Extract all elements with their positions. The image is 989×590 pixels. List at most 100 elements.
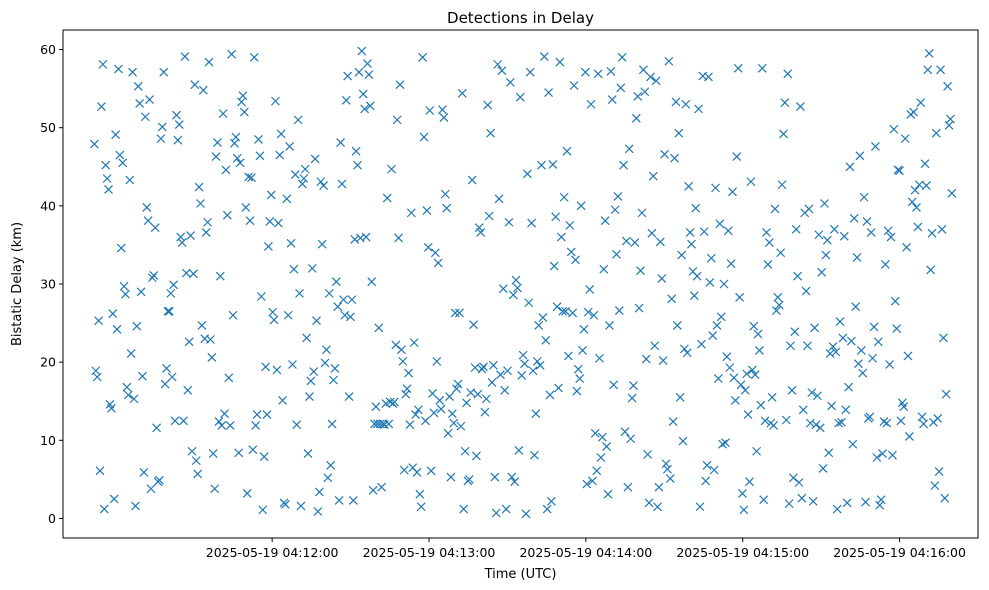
data-point — [353, 160, 362, 170]
data-point — [169, 280, 179, 290]
y-axis-ticks: 0 10 20 30 40 50 60 — [40, 42, 63, 526]
data-point — [108, 309, 118, 319]
data-point — [763, 260, 773, 269]
data-point — [600, 216, 610, 226]
data-point — [377, 482, 387, 492]
data-point — [771, 306, 781, 315]
data-point — [780, 98, 790, 108]
data-point — [607, 95, 617, 104]
data-point — [447, 409, 457, 419]
data-point — [133, 81, 143, 91]
data-point — [616, 83, 626, 93]
data-point — [450, 308, 460, 318]
data-point — [808, 496, 818, 506]
data-point — [624, 144, 634, 154]
data-point — [457, 88, 467, 98]
data-point — [838, 333, 848, 343]
data-point — [439, 113, 449, 122]
data-point — [641, 354, 651, 364]
data-point — [568, 308, 578, 318]
data-point — [691, 203, 701, 213]
data-point — [471, 451, 481, 461]
data-point — [555, 57, 565, 67]
data-point — [480, 407, 490, 417]
data-point — [794, 478, 804, 487]
data-point — [496, 370, 505, 380]
data-point — [391, 340, 401, 350]
data-point — [572, 386, 582, 396]
data-point — [486, 128, 495, 138]
data-point — [514, 446, 524, 455]
data-point — [106, 403, 116, 413]
data-point — [752, 446, 762, 456]
data-point — [735, 292, 745, 302]
data-point — [203, 217, 212, 227]
data-point — [297, 179, 307, 189]
data-point — [852, 253, 862, 262]
data-point — [640, 87, 650, 97]
data-point — [694, 104, 703, 114]
data-point — [585, 285, 595, 294]
data-point — [650, 341, 660, 351]
data-point — [249, 52, 259, 62]
data-point — [467, 175, 477, 185]
data-point — [245, 216, 255, 226]
data-point — [392, 115, 402, 125]
data-point — [259, 452, 269, 462]
data-point — [820, 199, 829, 208]
data-point — [627, 393, 637, 403]
data-point — [947, 188, 957, 198]
data-point — [544, 88, 554, 97]
data-point — [706, 253, 716, 263]
data-point — [764, 238, 774, 248]
data-point — [191, 456, 201, 466]
data-point — [787, 385, 797, 395]
data-point — [586, 99, 596, 109]
data-point — [423, 242, 433, 252]
y-axis-label: Bistatic Delay (km) — [10, 222, 25, 346]
data-point — [455, 308, 464, 318]
data-point — [511, 275, 521, 285]
data-point — [433, 258, 443, 268]
data-point — [517, 371, 527, 380]
data-point — [829, 224, 839, 234]
data-point — [716, 312, 726, 322]
data-point — [428, 388, 437, 398]
data-point — [217, 421, 227, 430]
data-point — [176, 232, 186, 242]
data-point — [793, 271, 803, 281]
plot-frame — [62, 29, 979, 539]
data-point — [546, 496, 556, 506]
data-point — [316, 177, 326, 187]
data-point — [530, 450, 539, 460]
data-point — [899, 402, 909, 412]
data-point — [559, 192, 569, 202]
data-point — [732, 152, 742, 162]
data-point — [198, 85, 208, 95]
data-point — [466, 388, 476, 398]
data-point — [834, 418, 844, 428]
data-point — [946, 114, 955, 124]
data-point — [163, 306, 173, 316]
data-point — [736, 380, 746, 390]
data-point — [292, 420, 302, 430]
data-point — [626, 434, 636, 444]
data-point — [609, 380, 619, 390]
data-point — [280, 499, 290, 509]
data-point — [742, 369, 752, 379]
data-point — [832, 504, 842, 514]
data-point — [500, 385, 510, 395]
data-point — [868, 353, 878, 363]
data-point — [360, 104, 370, 114]
data-point — [845, 162, 855, 172]
data-point — [722, 352, 732, 362]
data-point — [483, 100, 493, 110]
data-point — [285, 142, 295, 151]
data-point — [307, 263, 317, 273]
data-point — [172, 110, 181, 120]
data-point — [773, 292, 783, 302]
data-point — [449, 418, 459, 428]
data-point — [322, 345, 331, 355]
data-point — [924, 49, 934, 58]
data-point — [571, 255, 580, 265]
